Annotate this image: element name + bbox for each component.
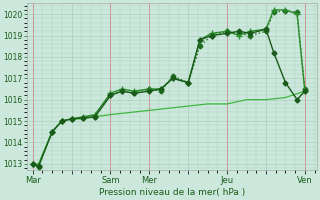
- X-axis label: Pression niveau de la mer( hPa ): Pression niveau de la mer( hPa ): [99, 188, 245, 197]
